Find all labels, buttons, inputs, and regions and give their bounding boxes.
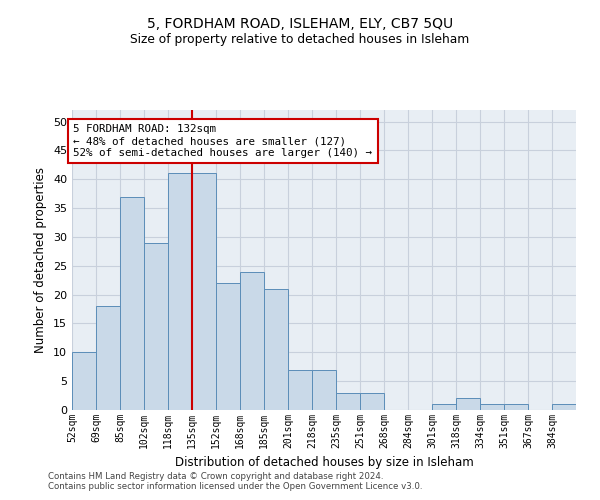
Bar [192,174,216,410]
Bar [552,404,576,410]
Bar [168,174,192,410]
Y-axis label: Number of detached properties: Number of detached properties [34,167,47,353]
X-axis label: Distribution of detached houses by size in Isleham: Distribution of detached houses by size … [175,456,473,469]
Bar [360,392,384,410]
Bar [336,392,360,410]
Bar [240,272,264,410]
Text: Contains HM Land Registry data © Crown copyright and database right 2024.: Contains HM Land Registry data © Crown c… [48,472,383,481]
Bar [120,196,144,410]
Text: 5 FORDHAM ROAD: 132sqm
← 48% of detached houses are smaller (127)
52% of semi-de: 5 FORDHAM ROAD: 132sqm ← 48% of detached… [73,124,373,158]
Bar [264,289,288,410]
Text: Contains public sector information licensed under the Open Government Licence v3: Contains public sector information licen… [48,482,422,491]
Text: Size of property relative to detached houses in Isleham: Size of property relative to detached ho… [130,32,470,46]
Bar [216,283,240,410]
Bar [504,404,528,410]
Bar [288,370,312,410]
Bar [312,370,336,410]
Bar [432,404,456,410]
Text: 5, FORDHAM ROAD, ISLEHAM, ELY, CB7 5QU: 5, FORDHAM ROAD, ISLEHAM, ELY, CB7 5QU [147,18,453,32]
Bar [144,242,168,410]
Bar [480,404,504,410]
Bar [456,398,480,410]
Bar [96,306,120,410]
Bar [72,352,96,410]
